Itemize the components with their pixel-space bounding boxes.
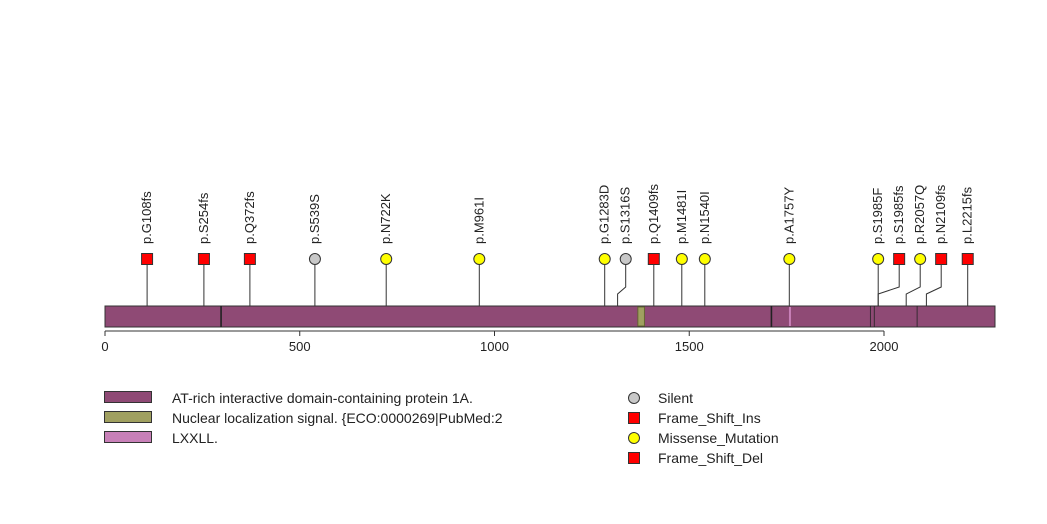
mutation-marker	[961, 253, 974, 265]
mutation-label: p.N722K	[378, 193, 393, 244]
domain-swatch	[104, 431, 152, 443]
mutation-legend: Silent Frame_Shift_Ins Missense_Mutation…	[628, 388, 888, 470]
domain-region	[637, 306, 645, 327]
mutation-marker	[380, 253, 393, 265]
mutation-legend-symbol	[628, 392, 640, 404]
mutation-marker	[783, 253, 796, 265]
domain-legend-label: AT-rich interactive domain-containing pr…	[172, 390, 473, 406]
mutation-legend-symbol	[628, 432, 640, 444]
mutation-stem	[877, 259, 900, 308]
mutation-label: p.S1985fs	[891, 185, 906, 244]
mutation-legend-item: Missense_Mutation	[628, 428, 888, 448]
mutation-marker	[872, 253, 885, 265]
mutation-label: p.S539S	[307, 194, 322, 244]
mutation-label: p.S254fs	[196, 192, 211, 244]
mutation-marker	[243, 253, 256, 265]
mutation-label: p.Q1409fs	[646, 184, 661, 244]
mutation-marker	[598, 253, 611, 265]
mutation-legend-label: Silent	[658, 390, 694, 406]
mutation-marker	[308, 253, 321, 265]
mutation-label: p.N1540I	[697, 191, 712, 244]
mutation-label: p.S1316S	[618, 187, 633, 244]
domain-legend-label: Nuclear localization signal. {ECO:000026…	[172, 410, 503, 426]
domain-legend: AT-rich interactive domain-containing pr…	[104, 388, 604, 458]
mutation-label: p.A1757Y	[781, 187, 796, 244]
mutation-legend-label: Frame_Shift_Ins	[658, 410, 761, 426]
x-axis-tick-label: 2000	[870, 339, 899, 354]
domain-legend-item: AT-rich interactive domain-containing pr…	[104, 388, 604, 408]
mutation-stem	[905, 259, 921, 308]
mutation-legend-item: Frame_Shift_Ins	[628, 408, 888, 428]
mutation-legend-symbol	[628, 452, 640, 464]
mutation-label: p.G108fs	[139, 191, 154, 244]
mutation-label: p.M1481I	[674, 190, 689, 244]
mutation-legend-label: Missense_Mutation	[658, 430, 779, 446]
mutation-stem	[925, 259, 942, 308]
mutation-marker	[473, 253, 486, 265]
x-axis-tick-label: 1000	[480, 339, 509, 354]
mutation-marker	[647, 253, 660, 265]
lollipop-chart: 0 500 1000 1500 2000 p.G108fs p.S254fs p.Q372fs…	[101, 184, 996, 354]
domain-legend-label: LXXLL.	[172, 430, 218, 446]
mutation-marker	[698, 253, 711, 265]
mutation-label: p.L2215fs	[960, 186, 975, 244]
mutation-label: p.R2057Q	[912, 185, 927, 244]
domain-region	[788, 307, 791, 326]
mutation-label: p.M961I	[471, 197, 486, 244]
domain-legend-item: Nuclear localization signal. {ECO:000026…	[104, 408, 604, 428]
domain-swatch	[104, 411, 152, 423]
mutation-legend-label: Frame_Shift_Del	[658, 450, 764, 466]
mutation-legend-item: Silent	[628, 388, 888, 408]
x-axis-tick-label: 500	[289, 339, 311, 354]
mutation-marker	[675, 253, 688, 265]
mutation-label: p.G1283D	[597, 185, 612, 244]
mutation-marker	[197, 253, 210, 265]
mutation-marker	[619, 253, 632, 265]
domain-swatch	[104, 391, 152, 403]
mutation-marker	[914, 253, 927, 265]
mutation-marker	[893, 253, 906, 265]
mutation-legend-symbol	[628, 412, 640, 424]
mutation-label: p.N2109fs	[933, 184, 948, 244]
x-axis-tick-label: 0	[101, 339, 108, 354]
mutation-marker	[935, 253, 948, 265]
mutation-legend-item: Frame_Shift_Del	[628, 448, 888, 468]
x-axis-tick-label: 1500	[675, 339, 704, 354]
protein-backbone	[104, 305, 996, 328]
mutation-marker	[141, 253, 154, 265]
mutation-stem	[617, 259, 627, 308]
mutation-label: p.Q372fs	[242, 191, 257, 244]
mutation-label: p.S1985F	[870, 188, 885, 244]
domain-legend-item: LXXLL.	[104, 428, 604, 448]
